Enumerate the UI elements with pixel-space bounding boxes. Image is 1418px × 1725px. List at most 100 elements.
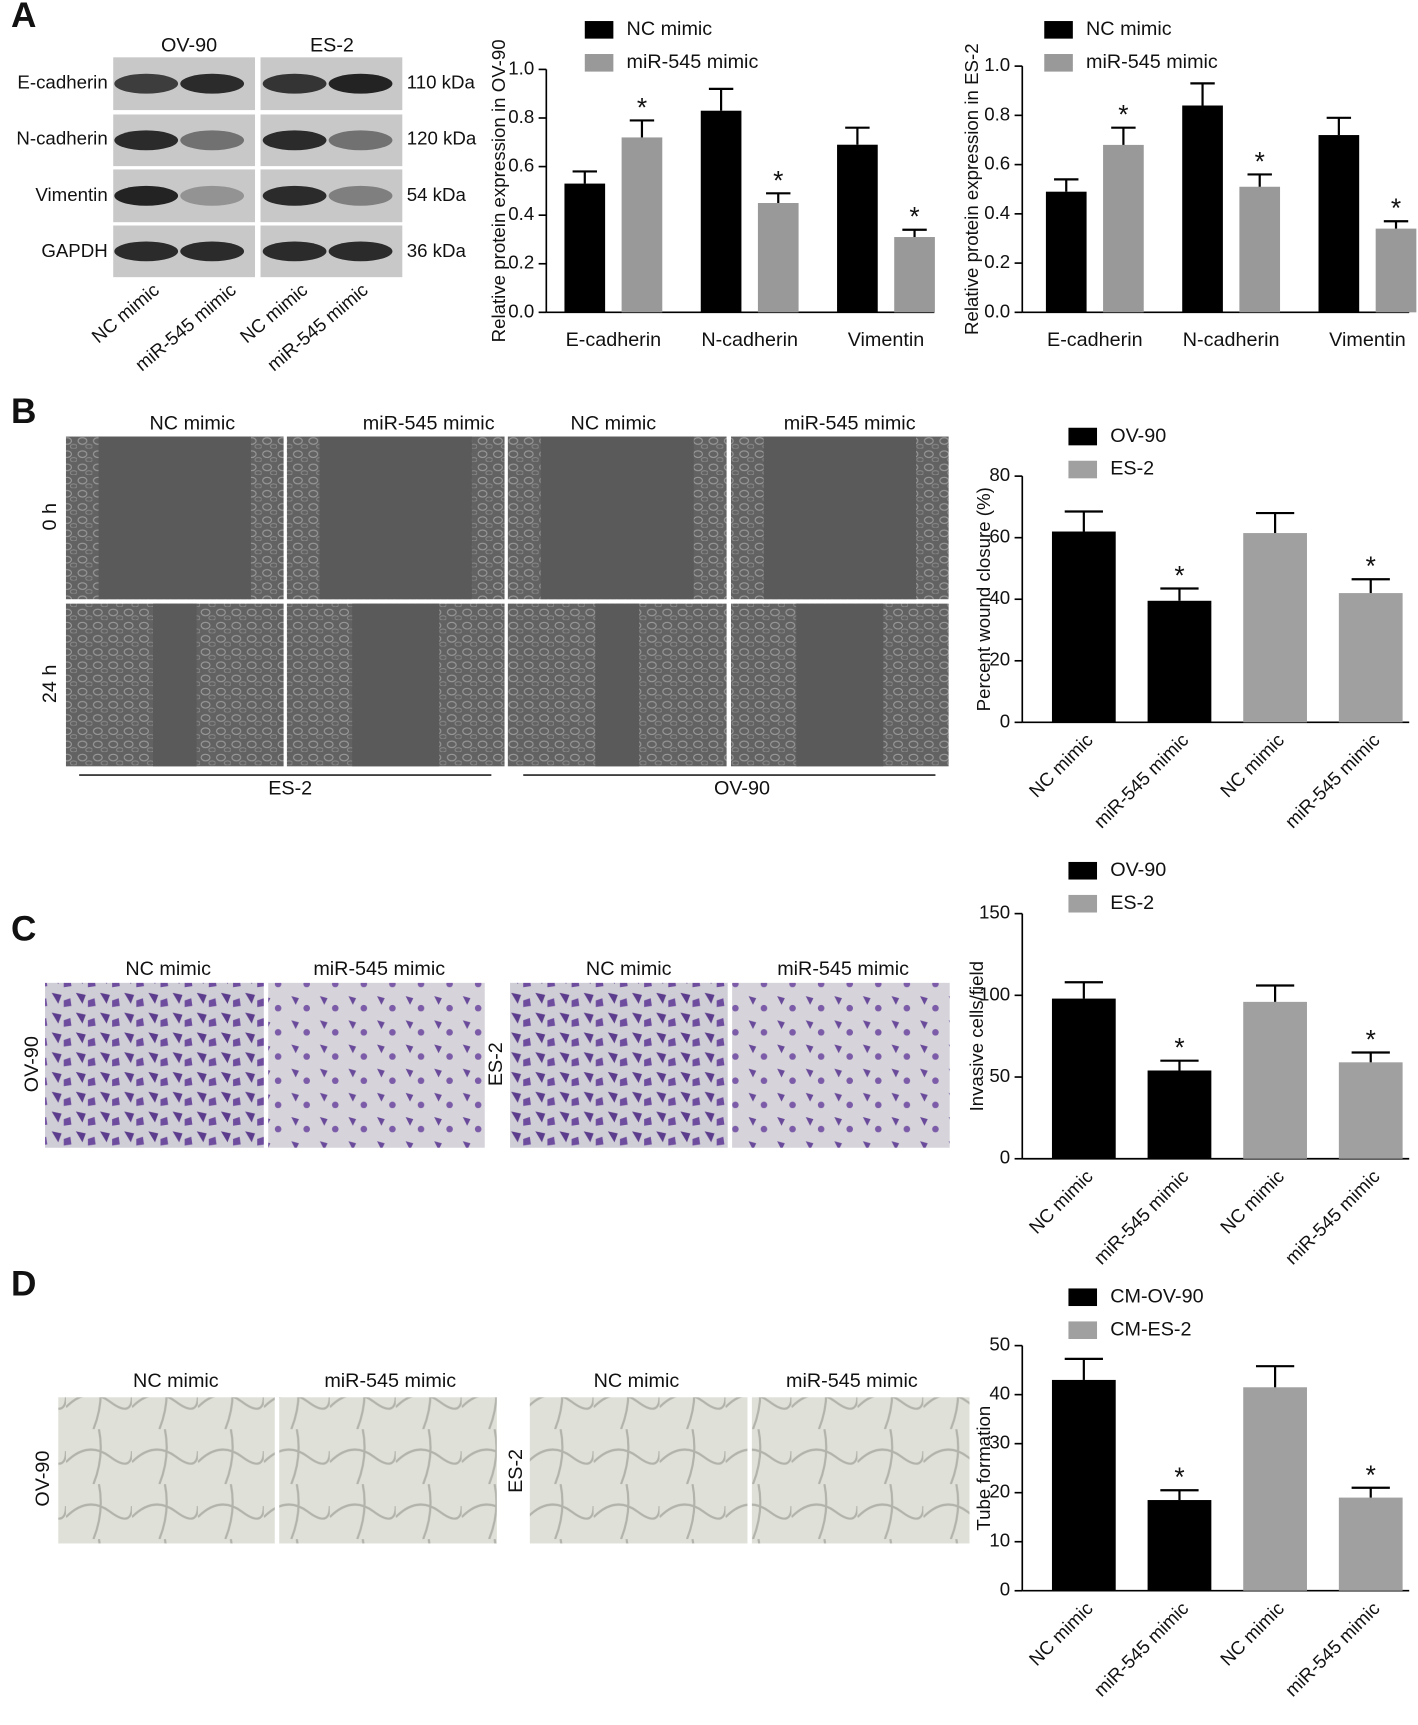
- cell-line: OV-90: [161, 35, 217, 57]
- bar: [1239, 186, 1281, 313]
- y-tick-label: 150: [979, 902, 1010, 923]
- protein-label: Vimentin: [35, 184, 107, 205]
- blot-band: [180, 241, 245, 262]
- y-tick-label: 0.4: [984, 202, 1010, 223]
- wound-gap: [153, 603, 197, 767]
- blot-band: [262, 185, 327, 206]
- panel-labels: A B C D: [11, 0, 36, 1304]
- legend-swatch: [1068, 861, 1098, 880]
- bar: [1147, 1070, 1212, 1159]
- bar: [564, 183, 606, 313]
- column-header: NC mimic: [594, 1370, 680, 1392]
- lane-label: NC mimic: [87, 279, 162, 347]
- legend-label: NC mimic: [1086, 18, 1172, 40]
- legend-label: OV-90: [1110, 425, 1166, 447]
- blot-band: [328, 73, 393, 94]
- tube-images: NC mimic miR-545 mimic NC mimic miR-545 …: [32, 1370, 970, 1544]
- blot-band: [114, 241, 179, 262]
- micrograph: [279, 1397, 497, 1544]
- significance: *: [1366, 1460, 1376, 1490]
- y-axis-label: Relative protein expression in OV-90: [488, 39, 509, 342]
- significance: *: [1366, 1024, 1376, 1054]
- x-tick-label: E-cadherin: [566, 329, 662, 351]
- size-label: 54 kDa: [407, 184, 467, 205]
- y-tick-label: 0.8: [508, 106, 534, 127]
- significance: *: [637, 92, 647, 122]
- x-tick-label: NC mimic: [1216, 1598, 1288, 1670]
- micrograph: [732, 982, 950, 1148]
- legend-label: CM-OV-90: [1110, 1285, 1203, 1307]
- significance: *: [1255, 146, 1265, 176]
- bar: [1243, 1001, 1307, 1159]
- y-tick-label: 0.8: [984, 103, 1010, 124]
- y-tick-label: 40: [989, 587, 1010, 608]
- bar: [1147, 1500, 1212, 1591]
- bar-chart: 0 10 20 30 40 50 Tube formation CM-OV-90 CM-ES-2…: [973, 1285, 1410, 1701]
- y-tick-label: 0.4: [508, 203, 534, 224]
- x-tick-label: N-cadherin: [701, 329, 798, 351]
- bar: [1045, 191, 1087, 313]
- y-tick-label: 0.6: [508, 155, 534, 176]
- blot-band: [328, 185, 393, 206]
- y-tick-label: 20: [989, 1481, 1010, 1502]
- y-tick-label: 20: [989, 649, 1010, 670]
- legend-swatch: [1068, 1321, 1098, 1340]
- protein-label: GAPDH: [41, 240, 107, 261]
- blot-band: [114, 73, 179, 94]
- y-axis-label: Tube formation: [973, 1406, 994, 1531]
- x-tick-label: E-cadherin: [1047, 329, 1143, 351]
- y-tick-label: 40: [989, 1383, 1010, 1404]
- protein-label: N-cadherin: [16, 128, 107, 149]
- y-tick-label: 60: [989, 526, 1010, 547]
- column-header: miR-545 mimic: [777, 958, 909, 980]
- legend-label: NC mimic: [627, 18, 713, 40]
- legend-label: OV-90: [1110, 859, 1166, 881]
- blot-band: [114, 185, 179, 206]
- size-label: 36 kDa: [407, 240, 467, 261]
- x-tick-label: Vimentin: [848, 329, 925, 351]
- significance: *: [1174, 1462, 1184, 1492]
- significance: *: [773, 165, 783, 195]
- y-tick-label: 100: [979, 983, 1010, 1004]
- bar: [837, 144, 878, 313]
- column-header: NC mimic: [133, 1370, 219, 1392]
- group-label: ES-2: [268, 778, 312, 800]
- legend-swatch: [584, 21, 614, 39]
- x-tick-label: miR-545 mimic: [1281, 1598, 1384, 1701]
- column-header: miR-545 mimic: [363, 413, 495, 435]
- micrograph: [751, 1397, 970, 1544]
- bar: [1051, 998, 1116, 1159]
- bar: [1375, 228, 1417, 313]
- significance: *: [909, 202, 919, 232]
- panel-label: D: [11, 1265, 36, 1304]
- bar: [1051, 531, 1116, 723]
- bar: [700, 110, 742, 313]
- y-tick-label: 0.2: [508, 252, 534, 273]
- significance: *: [1174, 560, 1184, 590]
- column-header: miR-545 mimic: [786, 1370, 918, 1392]
- legend-label: ES-2: [1110, 458, 1154, 480]
- wound-images: NC mimic miR-545 mimic NC mimic miR-545 …: [39, 413, 949, 800]
- blot-band: [328, 130, 393, 151]
- y-tick-label: 10: [989, 1530, 1010, 1551]
- x-tick-label: NC mimic: [1025, 1166, 1097, 1238]
- wound-gap: [352, 603, 440, 767]
- y-axis-label: Relative protein expression in ES-2: [961, 43, 982, 335]
- column-header: NC mimic: [571, 413, 657, 435]
- bar: [621, 137, 663, 313]
- blot-band: [262, 130, 327, 151]
- row-label: ES-2: [485, 1042, 507, 1086]
- bar: [1147, 600, 1212, 723]
- legend-label: ES-2: [1110, 892, 1154, 914]
- row-label: OV-90: [21, 1036, 43, 1092]
- significance: *: [1118, 100, 1128, 130]
- y-tick-label: 1.0: [984, 54, 1010, 75]
- y-tick-label: 80: [989, 464, 1010, 485]
- blot-band: [180, 130, 245, 151]
- invasion-images: NC mimic miR-545 mimic NC mimic miR-545 …: [21, 958, 950, 1148]
- cell-line: ES-2: [310, 35, 354, 57]
- micrograph: [45, 982, 264, 1148]
